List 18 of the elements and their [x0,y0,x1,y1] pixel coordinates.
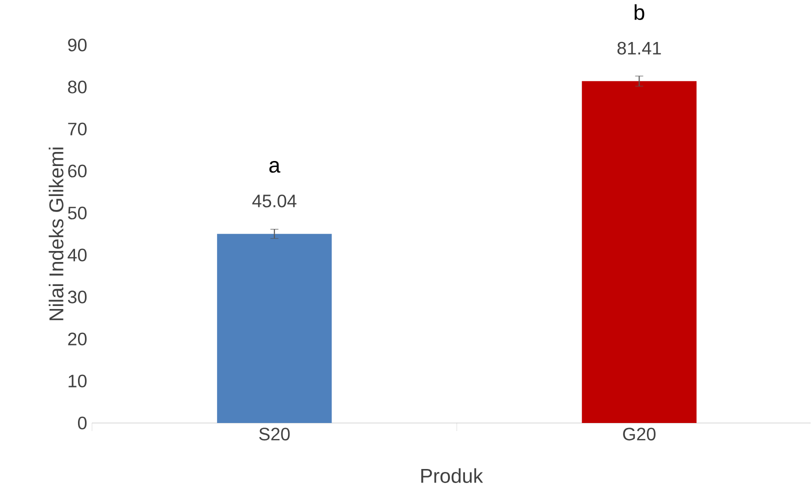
y-tick-label: 90 [68,38,87,52]
data-label: 81.41 [617,42,661,55]
y-axis-title: Nilai Indeks Glikemi [48,148,64,320]
y-tick-label: 40 [68,248,87,262]
y-tick-label: 20 [68,332,87,346]
annotation: a [269,161,280,173]
y-tick-label: 30 [68,290,87,304]
data-label: 45.04 [252,194,296,208]
y-tick-label: 0 [78,416,87,430]
annotation: b [634,4,644,20]
y-tick-label: 10 [68,374,87,388]
x-tick-label: G20 [623,428,656,440]
y-tick-label: 80 [68,80,87,94]
y-tick-label: 70 [68,122,87,136]
x-axis-title: Produk [421,468,484,483]
y-tick-label: 50 [68,206,87,220]
y-tick-label: 60 [68,164,87,178]
x-tick-label: S20 [259,428,290,440]
